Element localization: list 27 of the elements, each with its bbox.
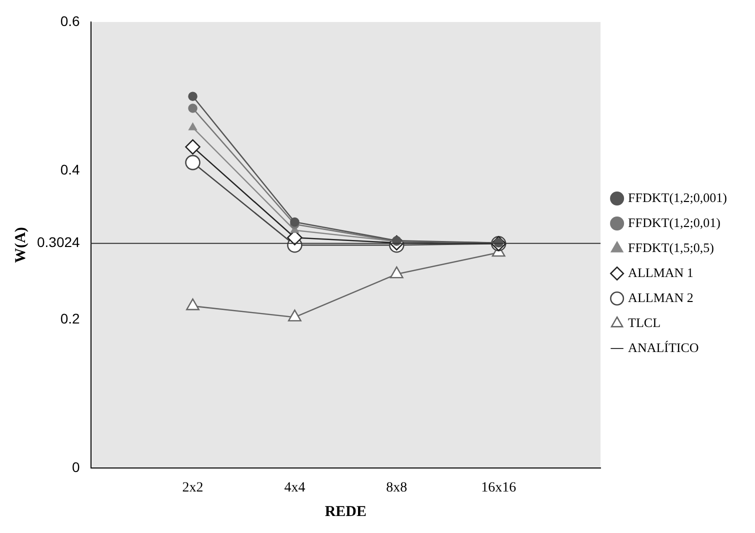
y-tick-label: 0.2	[60, 310, 80, 326]
y-axis-title: W(A)	[12, 227, 29, 264]
legend-label: FFDKT(1,2;0,001)	[628, 190, 728, 205]
legend-label: ANALÍTICO	[628, 340, 699, 355]
x-tick-label: 16x16	[481, 480, 516, 496]
point	[290, 217, 300, 227]
x-tick-label: 2x2	[182, 480, 204, 496]
y-tick-label: 0.4	[60, 162, 80, 178]
legend-label: ALLMAN 1	[628, 264, 694, 280]
point	[188, 122, 197, 130]
point	[288, 310, 302, 322]
y-tick-label: 0	[72, 459, 80, 476]
legend-label: FFDKT(1,5;0,5)	[628, 240, 714, 255]
legend-label: ALLMAN 2	[628, 290, 694, 305]
point	[185, 154, 200, 170]
point	[390, 266, 404, 278]
x-axis-title: REDE	[324, 504, 367, 520]
y-tick-label: 0.3024	[36, 234, 80, 250]
point	[188, 104, 198, 113]
point	[188, 92, 198, 102]
x-tick-label: 4x4	[284, 480, 306, 496]
legend-label: FFDKT(1,2;0,01)	[628, 214, 721, 230]
point	[186, 298, 200, 310]
legend-label: TLCL	[628, 314, 661, 330]
y-tick-label: 0.6	[60, 12, 80, 29]
x-tick-label: 8x8	[386, 480, 408, 496]
point	[185, 139, 200, 155]
